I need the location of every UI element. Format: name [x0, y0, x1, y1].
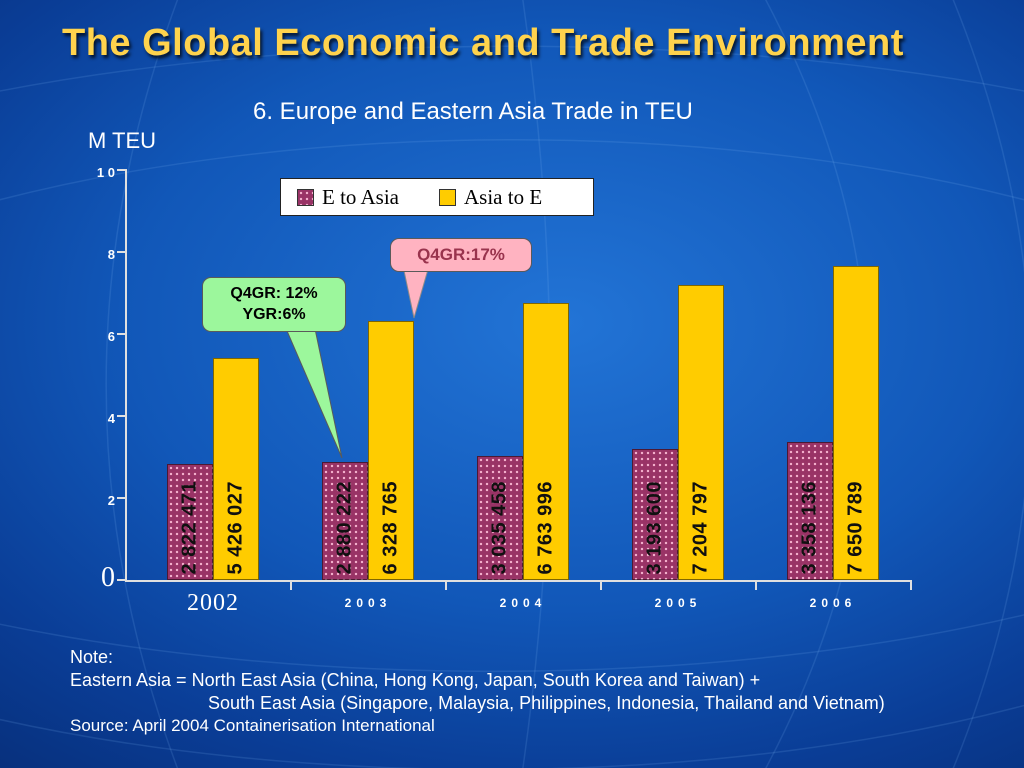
y-axis-tick — [117, 169, 127, 171]
notes-block: Note: Eastern Asia = North East Asia (Ch… — [70, 646, 885, 715]
bar-e-to-asia-2003: 2 880 222 — [322, 461, 368, 580]
bar-e-to-asia-2004: 3 035 458 — [477, 455, 523, 580]
chart-legend: E to Asia Asia to E — [280, 178, 594, 216]
x-axis-tick — [755, 580, 757, 590]
bar-asia-to-e-2002: 5 426 027 — [213, 357, 259, 580]
callout-pink-text: Q4GR:17% — [417, 245, 505, 264]
y-axis-tick-label: 1 0 — [96, 165, 115, 180]
bar-value-label: 2 880 222 — [333, 480, 356, 574]
notes-label: Note: — [70, 647, 114, 667]
legend-label-asia-to-e: Asia to E — [464, 184, 543, 209]
bar-value-label: 3 358 136 — [798, 480, 821, 574]
bar-value-label: 7 204 797 — [689, 480, 712, 574]
y-axis-tick-label: 4 — [107, 411, 115, 426]
bar-value-label: 3 193 600 — [643, 480, 666, 574]
y-axis-tick — [117, 579, 127, 581]
x-axis-tick — [290, 580, 292, 590]
x-axis-category-2004: 2004 — [499, 596, 547, 610]
slide-title: The Global Economic and Trade Environmen… — [62, 22, 904, 64]
bar-e-to-asia-2002: 2 822 471 — [167, 464, 213, 580]
callout-green-line1: Q4GR: 12% — [230, 285, 318, 302]
y-axis-tick-label: 6 — [107, 329, 115, 344]
bar-value-label: 6 763 996 — [534, 480, 557, 574]
x-axis-tick — [445, 580, 447, 590]
callout-growth-2003-e-to-asia: Q4GR: 12% YGR:6% — [202, 277, 346, 332]
legend-label-e-to-asia: E to Asia — [322, 184, 399, 209]
x-axis-tick — [910, 580, 912, 590]
legend-item-e-to-asia: E to Asia — [297, 185, 399, 210]
legend-swatch-e-to-asia — [297, 188, 314, 206]
bar-value-label: 3 035 458 — [488, 480, 511, 574]
x-axis-category-2002: 2002 — [187, 590, 239, 616]
bar-asia-to-e-2005: 7 204 797 — [678, 284, 724, 580]
y-axis-tick-label: 2 — [107, 493, 115, 508]
bar-chart-plot-area: E to Asia Asia to E 2 822 471 2 880 222 3 … — [97, 165, 912, 616]
y-axis-tick — [117, 333, 127, 335]
y-axis-tick — [117, 497, 127, 499]
bar-value-label: 7 650 789 — [844, 480, 867, 574]
x-axis-tick — [600, 580, 602, 590]
x-axis-category-2006: 2006 — [809, 596, 857, 610]
callout-green-line2: YGR:6% — [242, 306, 306, 323]
bar-e-to-asia-2006: 3 358 136 — [787, 442, 833, 580]
bar-asia-to-e-2003: 6 328 765 — [368, 320, 414, 580]
bar-asia-to-e-2004: 6 763 996 — [523, 302, 569, 580]
x-axis-category-2005: 2005 — [654, 596, 702, 610]
bar-value-label: 2 822 471 — [178, 480, 201, 574]
bar-e-to-asia-2005: 3 193 600 — [632, 449, 678, 580]
y-axis-tick-label: 0 — [101, 562, 115, 593]
y-axis-tick — [117, 415, 127, 417]
notes-line-southeast-asia: South East Asia (Singapore, Malaysia, Ph… — [208, 693, 885, 713]
notes-line-northeast-asia: Eastern Asia = North East Asia (China, H… — [70, 670, 761, 690]
bar-value-label: 5 426 027 — [224, 480, 247, 574]
bar-value-label: 6 328 765 — [379, 480, 402, 574]
source-text: Source: April 2004 Containerisation Inte… — [70, 716, 435, 735]
chart-subtitle: 6. Europe and Eastern Asia Trade in TEU — [253, 98, 693, 125]
legend-item-asia-to-e: Asia to E — [439, 185, 542, 210]
legend-swatch-asia-to-e — [439, 188, 456, 206]
y-axis-unit-label: M TEU — [88, 128, 157, 153]
callout-growth-2003-asia-to-e: Q4GR:17% — [390, 238, 532, 272]
bar-asia-to-e-2006: 7 650 789 — [833, 266, 879, 580]
x-axis-category-2003: 2003 — [344, 596, 392, 610]
y-axis-tick — [117, 251, 127, 253]
y-axis-tick-label: 8 — [107, 247, 115, 262]
